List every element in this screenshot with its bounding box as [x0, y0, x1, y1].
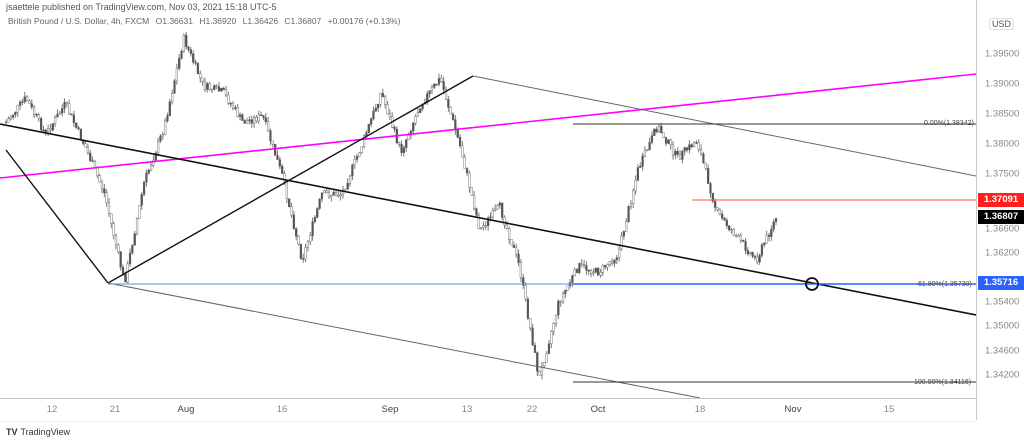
price-tick: 1.37500	[985, 168, 1020, 180]
price-tick: 1.39500	[985, 48, 1020, 60]
ohlc-legend: British Pound / U.S. Dollar, 4h, FXCM O1…	[8, 16, 404, 26]
v-leg-up[interactable]	[107, 75, 474, 284]
price-badge: 1.37091	[978, 193, 1024, 207]
close-value: C1.36807	[284, 16, 322, 26]
symbol-title[interactable]: British Pound / U.S. Dollar, 4h, FXCM	[8, 16, 150, 26]
time-tick: 15	[883, 404, 895, 415]
price-tick: 1.34200	[985, 369, 1020, 381]
time-tick: 12	[46, 404, 58, 415]
time-tick: Nov	[784, 404, 802, 415]
currency-label[interactable]: USD	[989, 18, 1015, 30]
channel-lower[interactable]	[107, 282, 701, 398]
fib-label-0: 0.00%(1.38342)	[924, 120, 974, 127]
time-tick: 21	[109, 404, 121, 415]
price-tick: 1.35400	[985, 296, 1020, 308]
tradingview-logo: TV TradingView	[6, 427, 70, 437]
price-tick: 1.36600	[985, 223, 1020, 235]
price-tick: 1.39000	[985, 78, 1020, 90]
intersection-circle-marker[interactable]	[805, 277, 819, 291]
v-leg-down[interactable]	[5, 149, 109, 284]
channel-upper[interactable]	[472, 75, 976, 177]
black-falling-trendline[interactable]	[0, 123, 976, 316]
price-tick: 1.38500	[985, 108, 1020, 120]
price-chart[interactable]	[0, 0, 976, 398]
low-value: L1.36426	[242, 16, 279, 26]
change-value: +0.00176 (+0.13%)	[327, 16, 401, 26]
tradingview-wordmark: TradingView	[20, 427, 71, 437]
price-tick: 1.38000	[985, 138, 1020, 150]
time-tick: 13	[461, 404, 473, 415]
time-tick: Oct	[590, 404, 606, 415]
time-tick: 22	[526, 404, 538, 415]
price-axis[interactable]: USD 1.39500 1.39000 1.38500 1.38000 1.37500 1…	[976, 0, 1024, 420]
high-value: H1.36920	[199, 16, 237, 26]
price-tick: 1.36200	[985, 247, 1020, 259]
price-tick: 1.34600	[985, 345, 1020, 357]
time-tick: 18	[694, 404, 706, 415]
magenta-trendline[interactable]	[0, 73, 976, 179]
tradingview-mark-icon: TV	[6, 427, 18, 437]
open-value: O1.36631	[155, 16, 193, 26]
fib-label-618: 61.80%(1.35730)	[918, 281, 972, 288]
price-badge: 1.36807	[978, 210, 1024, 224]
candlestick-series	[4, 31, 778, 380]
price-badge: 1.35716	[978, 276, 1024, 290]
time-tick: 16	[276, 404, 288, 415]
time-tick: Aug	[177, 404, 195, 415]
fib-label-100: 100.00%(1.34116)	[914, 379, 972, 386]
time-tick: Sep	[381, 404, 399, 415]
publisher-line: jsaettele published on TradingView.com, …	[6, 2, 277, 12]
price-tick: 1.35000	[985, 320, 1020, 332]
time-axis[interactable]: 12 21 Aug 16 Sep 13 22 Oct 18 Nov 15	[0, 398, 976, 422]
